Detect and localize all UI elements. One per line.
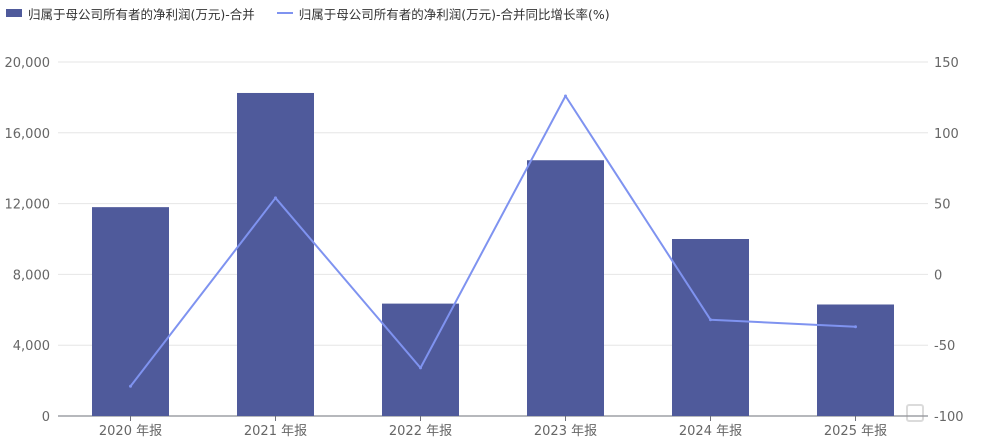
chart-legend: 归属于母公司所有者的净利润(万元)-合并 归属于母公司所有者的净利润(万元)-合… [6, 4, 632, 22]
growth-point[interactable] [129, 384, 132, 388]
y-right-tick-label: -50 [934, 339, 955, 354]
bar[interactable] [527, 160, 604, 416]
y-left-tick-label: 4,000 [13, 339, 50, 354]
watermark-icon [906, 404, 924, 422]
x-tick-label: 2020 年报 [99, 424, 162, 439]
growth-point[interactable] [274, 196, 277, 200]
y-left-tick-label: 20,000 [5, 56, 51, 71]
bar[interactable] [382, 303, 459, 416]
y-left-tick-label: 0 [42, 410, 50, 425]
legend-item-profit[interactable]: 归属于母公司所有者的净利润(万元)-合并 [6, 4, 255, 23]
y-right-tick-label: 150 [934, 56, 959, 71]
x-tick-label: 2024 年报 [679, 424, 742, 439]
growth-point[interactable] [854, 325, 857, 329]
x-tick-label: 2021 年报 [244, 424, 307, 439]
bar[interactable] [817, 304, 894, 416]
legend-swatch-bar [6, 9, 22, 17]
watermark-logo [906, 402, 976, 424]
growth-point[interactable] [419, 366, 422, 370]
y-right-tick-label: -100 [934, 410, 964, 425]
x-tick-label: 2023 年报 [534, 424, 597, 439]
y-right-tick-label: 0 [934, 268, 942, 283]
legend-label-profit: 归属于母公司所有者的净利润(万元)-合并 [28, 6, 255, 22]
legend-swatch-line [276, 12, 293, 14]
legend-item-growth[interactable]: 归属于母公司所有者的净利润(万元)-合并同比增长率(%) [276, 4, 610, 23]
bar[interactable] [237, 92, 314, 416]
bar[interactable] [672, 239, 749, 416]
y-left-tick-label: 8,000 [13, 268, 50, 283]
y-left-tick-label: 12,000 [5, 198, 51, 213]
x-tick-label: 2022 年报 [389, 424, 452, 439]
bar[interactable] [92, 207, 169, 416]
legend-label-growth: 归属于母公司所有者的净利润(万元)-合并同比增长率(%) [298, 6, 610, 22]
y-right-tick-label: 100 [934, 127, 959, 142]
growth-point[interactable] [709, 318, 712, 322]
y-left-tick-label: 16,000 [5, 127, 51, 142]
x-tick-label: 2025 年报 [824, 424, 887, 439]
growth-point[interactable] [564, 94, 567, 98]
growth-line[interactable] [129, 94, 856, 387]
y-right-tick-label: 50 [934, 198, 951, 213]
